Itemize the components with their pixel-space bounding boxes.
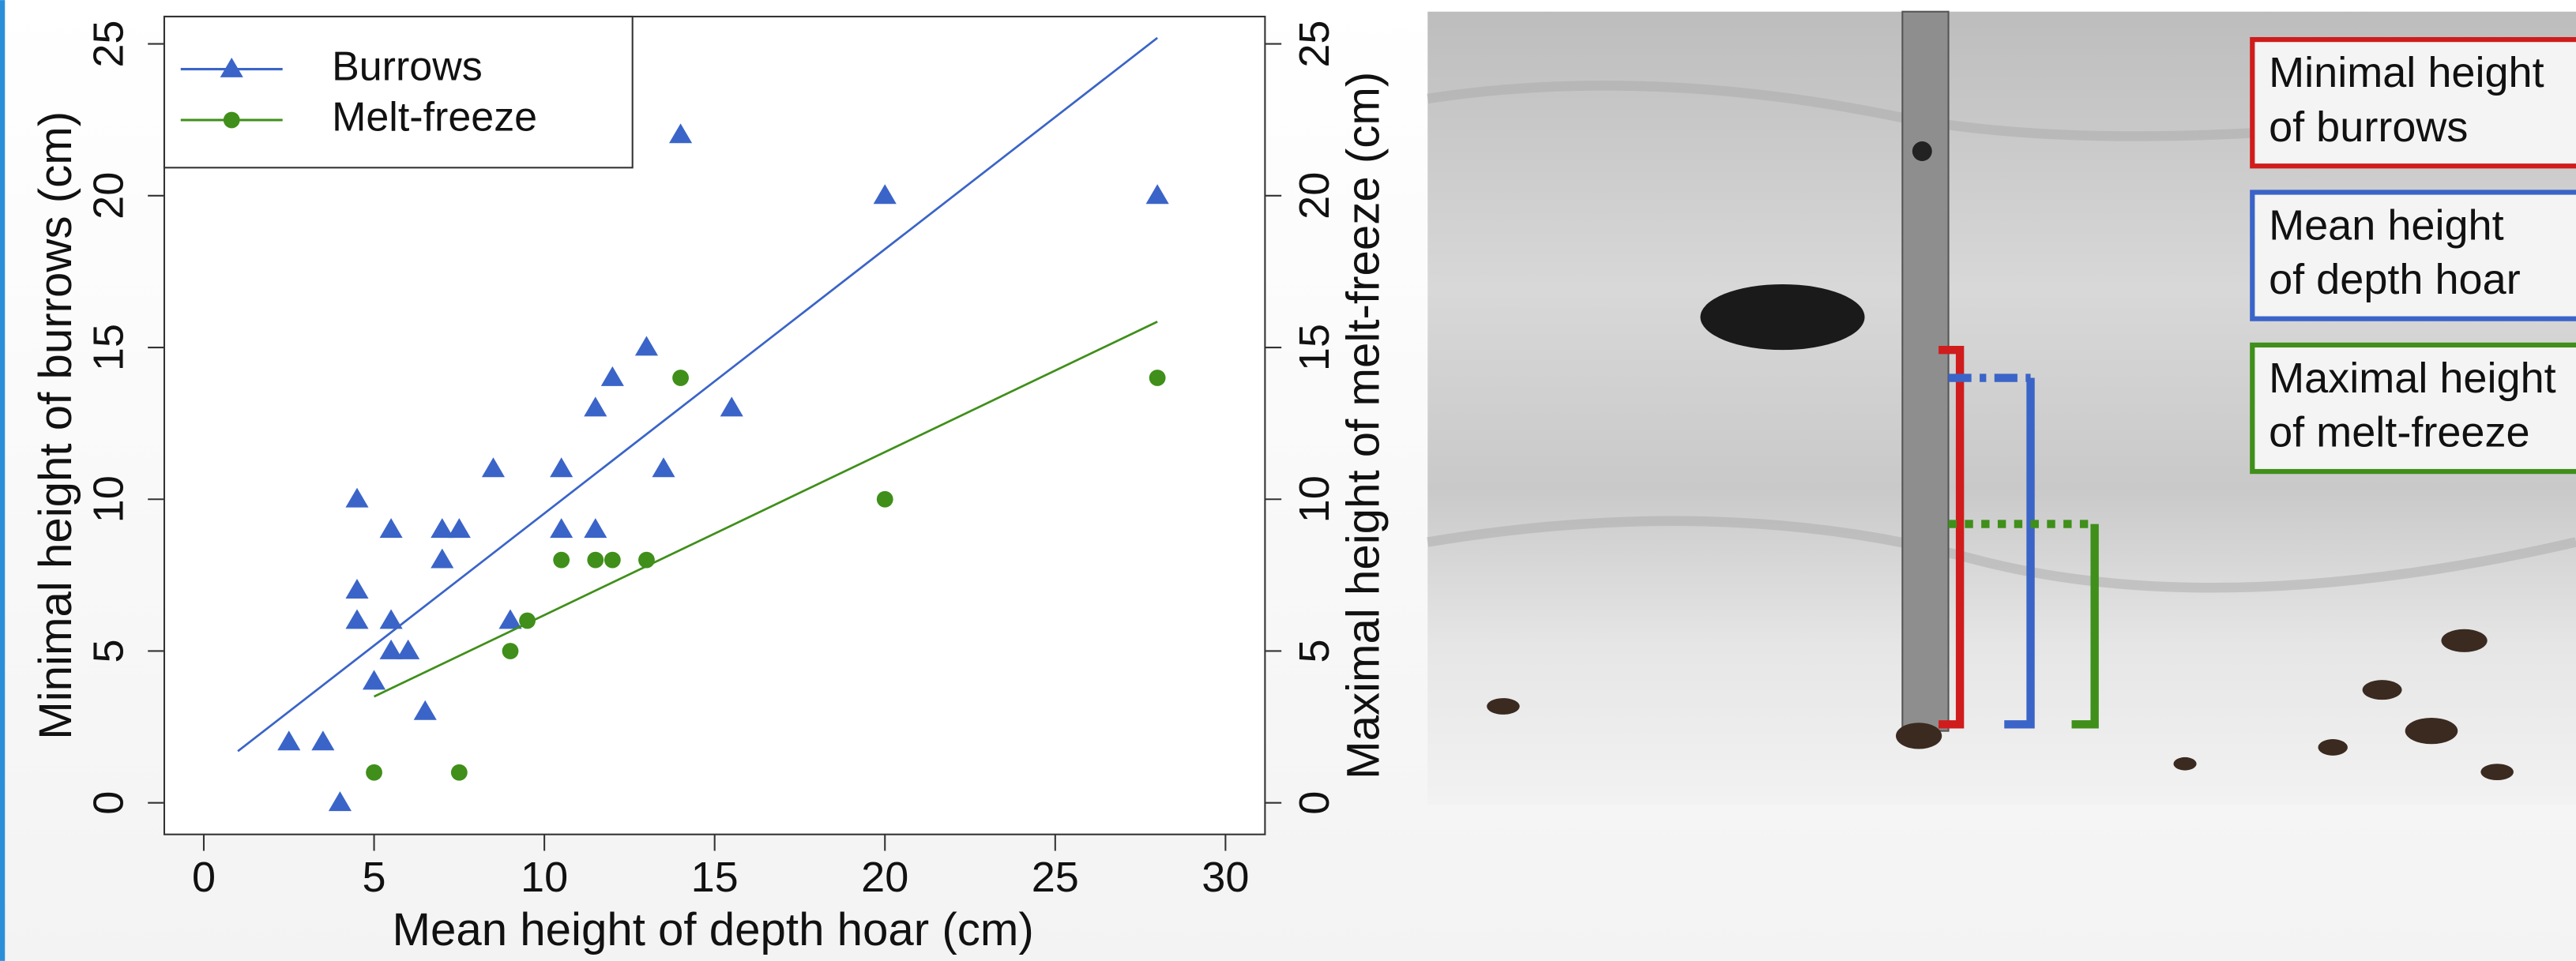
hoar-bracket [2004,377,2035,729]
y-tick-label: 0 [85,791,133,815]
legend-label: Melt-freeze [332,95,537,141]
circle-marker [223,111,240,129]
circle-marker [1149,370,1166,386]
y2-tick-label: 25 [1291,21,1338,68]
melt-bracket [2071,524,2099,729]
y2-tick-label: 20 [1291,172,1338,220]
triangle-marker [550,518,573,539]
triangle-marker [720,396,743,417]
photo-label-box [2250,342,2576,475]
x-axis-label: Mean height of depth hoar (cm) [392,904,1033,955]
triangle-marker [873,184,897,205]
triangle-marker [669,123,693,144]
triangle-marker [498,609,522,629]
triangle-marker [397,639,420,659]
ruler-hole [1912,141,1932,161]
triangle-marker [311,730,335,751]
photo-label-text: Mean height [2269,202,2504,250]
photo: Minimal height of burrows Mean height of de… [1427,10,2576,805]
circle-marker [672,370,689,386]
circle-marker [450,764,468,781]
y-axis-label: Minimal height of burrows (cm) [30,111,81,740]
x-tick-label: 30 [1202,854,1249,901]
y2-tick-label: 0 [1291,791,1338,815]
legend-label: Burrows [332,43,483,89]
triangle-marker [550,457,573,478]
triangle-marker [345,609,369,629]
photo-label-text: of melt-freeze [2269,409,2530,456]
circle-marker [604,551,621,569]
chart: Mean height of depth hoar (cm) Minimal h… [30,15,1390,955]
x-tick-label: 25 [1032,854,1079,901]
triangle-marker [584,396,607,417]
y2-tick-label: 10 [1291,475,1338,523]
photo-label-text: Maximal height [2269,355,2556,402]
legend-box [163,15,634,169]
triangle-marker [1145,184,1169,205]
photo-label-box [2250,190,2576,321]
y-tick-label: 10 [85,475,133,523]
y2-axis-label: Maximal height of melt-freeze (cm) [1338,72,1390,779]
triangle-marker [652,457,675,478]
triangle-marker [362,670,386,690]
x-tick-label: 10 [521,854,568,901]
circle-marker [587,551,604,569]
triangle-marker [431,518,454,539]
circle-marker [502,643,519,659]
triangle-marker [220,57,243,77]
triangle-marker [447,518,471,539]
triangle-marker [345,487,369,508]
debris [1487,629,2514,781]
triangle-marker [379,639,403,659]
y2-tick-label: 5 [1291,639,1338,663]
triangle-marker [277,730,301,751]
trend-line [237,36,1158,753]
triangle-marker [379,609,403,629]
triangle-marker [584,518,607,539]
photo-label-box [2250,36,2576,169]
y-tick-label: 15 [85,324,133,371]
circle-marker [366,764,382,781]
photo-label-text: of depth hoar [2269,256,2521,303]
photo-label-text: of burrows [2269,103,2468,151]
triangle-marker [481,457,506,478]
circle-marker [519,612,536,629]
circle-marker [553,551,570,569]
y2-tick-label: 15 [1291,324,1338,371]
burrow-hole [1700,283,1865,351]
triangle-marker [634,336,659,356]
burrow-bracket [1939,345,1965,729]
x-tick-label: 5 [363,854,386,901]
y-tick-label: 5 [85,639,133,663]
triangle-marker [328,791,352,812]
y-tick-label: 25 [85,21,133,68]
x-tick-label: 20 [861,854,908,901]
x-tick-label: 15 [691,854,739,901]
circle-marker [876,490,893,508]
triangle-marker [345,579,369,599]
triangle-marker [413,700,437,720]
photo-label-text: Minimal height [2269,49,2544,96]
circle-marker [638,551,655,569]
triangle-marker [431,548,454,569]
triangle-marker [379,518,403,539]
y-tick-label: 20 [85,172,133,220]
ruler [1901,10,1950,732]
trend-line [373,321,1158,698]
triangle-marker [600,366,624,386]
x-tick-label: 0 [192,854,216,901]
